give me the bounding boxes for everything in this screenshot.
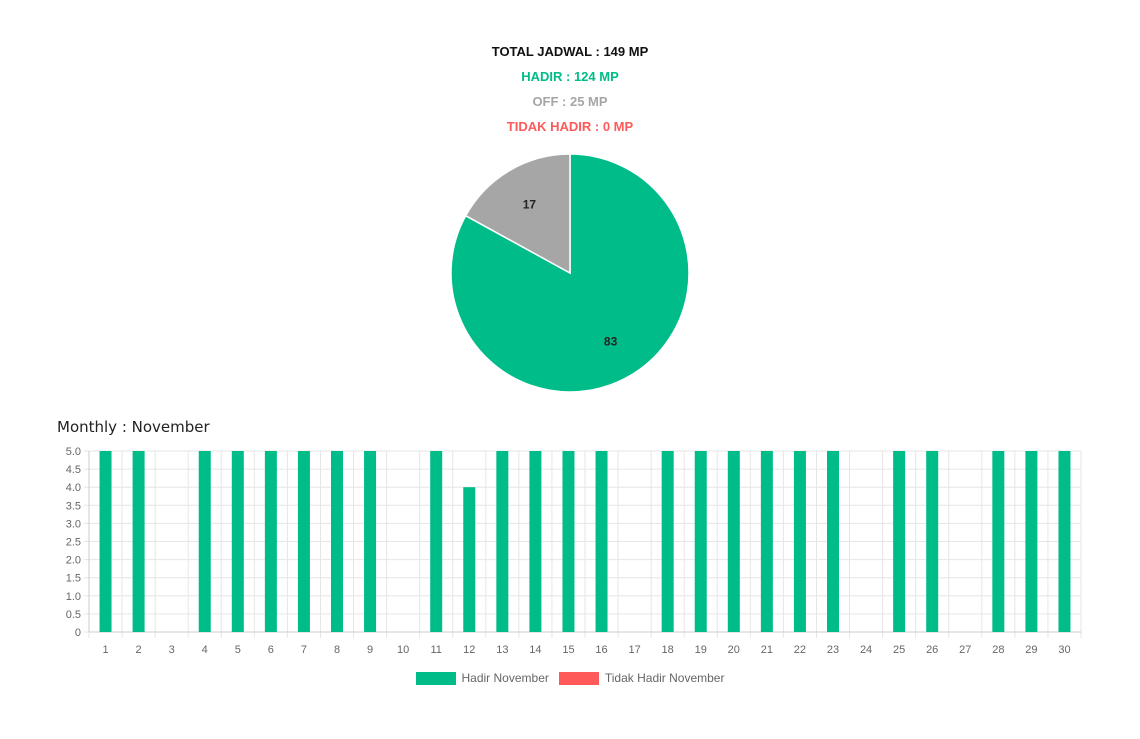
bar-hadir-november-15[interactable] bbox=[562, 451, 575, 632]
bar-hadir-november-6[interactable] bbox=[264, 451, 277, 632]
x-tick-label: 26 bbox=[926, 644, 938, 656]
x-tick-label: 4 bbox=[202, 644, 208, 656]
bar-hadir-november-7[interactable] bbox=[297, 451, 310, 632]
off-label: OFF : 25 MP bbox=[532, 94, 608, 109]
pie-chart: 83 17 bbox=[450, 153, 690, 393]
bar-hadir-november-8[interactable] bbox=[331, 451, 343, 632]
tidak-hadir-label: TIDAK HADIR : 0 MP bbox=[506, 119, 634, 134]
x-tick-label: 6 bbox=[268, 644, 274, 656]
x-tick-label: 18 bbox=[662, 644, 674, 656]
x-tick-label: 12 bbox=[463, 644, 475, 656]
bar-hadir-november-11[interactable] bbox=[430, 451, 443, 632]
total-jadwal-label: TOTAL JADWAL : 149 MP bbox=[491, 44, 649, 59]
legend-label-hadir: Hadir November bbox=[461, 671, 549, 685]
hadir-label: HADIR : 124 MP bbox=[521, 69, 619, 84]
monthly-bar-chart: 00.51.01.52.02.53.03.54.04.55.01 2 3 4 5 6 7 8 9… bbox=[66, 446, 1082, 656]
bar-hadir-november-16[interactable] bbox=[595, 451, 608, 632]
pie-slice-off[interactable] bbox=[464, 153, 571, 275]
x-tick-label: 14 bbox=[529, 644, 541, 656]
y-tick-label: 4.0 bbox=[66, 482, 81, 494]
bar-hadir-november-21[interactable] bbox=[760, 451, 773, 632]
y-tick-label: 3.0 bbox=[66, 518, 81, 530]
x-tick-label: 19 bbox=[695, 644, 707, 656]
y-tick-label: 0 bbox=[75, 627, 81, 639]
x-tick-label: 7 bbox=[301, 644, 307, 656]
bar-hadir-november-4[interactable] bbox=[198, 451, 211, 632]
monthly-chart-title: Monthly : November bbox=[57, 418, 210, 436]
x-tick-label: 10 bbox=[397, 644, 409, 656]
bar-chart-legend: Hadir November Tidak Hadir November bbox=[0, 671, 1140, 685]
x-tick-label: 27 bbox=[959, 644, 971, 656]
x-tick-label: 1 bbox=[102, 644, 108, 656]
bar-hadir-november-1[interactable] bbox=[99, 451, 112, 632]
x-tick-label: 29 bbox=[1025, 644, 1037, 656]
x-tick-label: 16 bbox=[595, 644, 607, 656]
x-tick-label: 21 bbox=[761, 644, 773, 656]
legend-swatch-tidak-hadir bbox=[558, 671, 599, 685]
x-tick-label: 17 bbox=[628, 644, 640, 656]
y-tick-label: 1.0 bbox=[66, 591, 81, 603]
legend-label-tidak-hadir: Tidak Hadir November bbox=[604, 671, 725, 685]
bar-hadir-november-12[interactable] bbox=[463, 487, 476, 632]
bar-hadir-november-23[interactable] bbox=[827, 451, 839, 632]
y-tick-label: 5.0 bbox=[66, 446, 81, 458]
legend-item-hadir[interactable]: Hadir November bbox=[415, 671, 549, 685]
y-tick-label: 2.5 bbox=[66, 537, 81, 549]
bar-hadir-november-30[interactable] bbox=[1058, 451, 1071, 632]
legend-item-tidak-hadir[interactable]: Tidak Hadir November bbox=[558, 671, 725, 685]
bar-hadir-november-26[interactable] bbox=[926, 451, 939, 632]
x-tick-label: 28 bbox=[992, 644, 1004, 656]
y-tick-label: 3.5 bbox=[66, 500, 81, 512]
bar-hadir-november-22[interactable] bbox=[793, 451, 806, 632]
x-tick-label: 8 bbox=[334, 644, 340, 656]
bar-hadir-november-9[interactable] bbox=[364, 451, 377, 632]
bar-hadir-november-19[interactable] bbox=[694, 451, 707, 632]
bar-hadir-november-25[interactable] bbox=[893, 451, 906, 632]
bar-hadir-november-14[interactable] bbox=[529, 451, 542, 632]
y-tick-label: 4.5 bbox=[66, 464, 81, 476]
pie-data-label: 83 bbox=[604, 335, 618, 349]
bar-hadir-november-29[interactable] bbox=[1025, 451, 1038, 632]
bar-hadir-november-28[interactable] bbox=[992, 451, 1005, 632]
bar-hadir-november-20[interactable] bbox=[727, 451, 740, 632]
y-tick-label: 0.5 bbox=[66, 609, 81, 621]
x-tick-label: 24 bbox=[860, 644, 872, 656]
x-tick-label: 11 bbox=[430, 644, 441, 656]
x-tick-label: 23 bbox=[827, 644, 839, 656]
x-tick-label: 2 bbox=[136, 644, 142, 656]
pie-data-label: 17 bbox=[523, 197, 537, 211]
x-tick-label: 3 bbox=[169, 644, 175, 656]
bar-hadir-november-18[interactable] bbox=[661, 451, 674, 632]
bar-hadir-november-2[interactable] bbox=[132, 451, 145, 632]
y-tick-label: 2.0 bbox=[66, 555, 81, 567]
bar-hadir-november-13[interactable] bbox=[496, 451, 509, 632]
x-tick-label: 5 bbox=[235, 644, 241, 656]
bar-hadir-november-5[interactable] bbox=[231, 451, 244, 632]
x-tick-label: 20 bbox=[728, 644, 740, 656]
x-tick-label: 30 bbox=[1058, 644, 1070, 656]
x-tick-label: 9 bbox=[367, 644, 373, 656]
x-tick-label: 13 bbox=[496, 644, 508, 656]
legend-swatch-hadir bbox=[415, 671, 456, 685]
y-tick-label: 1.5 bbox=[66, 573, 81, 585]
x-tick-label: 25 bbox=[893, 644, 905, 656]
x-tick-label: 22 bbox=[794, 644, 806, 656]
x-tick-label: 15 bbox=[562, 644, 574, 656]
